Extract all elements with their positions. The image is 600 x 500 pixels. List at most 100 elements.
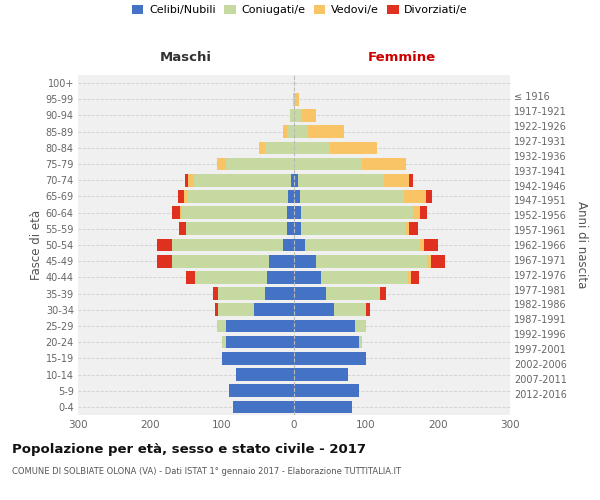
Text: Maschi: Maschi — [160, 52, 212, 64]
Bar — [226, 158, 294, 170]
Bar — [157, 255, 172, 268]
Bar — [283, 238, 294, 252]
Bar — [188, 174, 194, 186]
Y-axis label: Anni di nascita: Anni di nascita — [575, 202, 589, 288]
Bar — [295, 93, 299, 106]
Bar — [179, 222, 186, 235]
Bar — [259, 142, 265, 154]
Bar — [178, 190, 184, 202]
Bar — [290, 109, 294, 122]
Bar — [431, 255, 445, 268]
Bar — [186, 222, 287, 235]
Bar — [172, 206, 180, 219]
Bar — [413, 206, 420, 219]
Bar — [217, 158, 226, 170]
Bar — [218, 288, 265, 300]
Bar — [409, 174, 413, 186]
Bar — [288, 190, 294, 202]
Bar — [294, 271, 322, 283]
Bar — [269, 255, 294, 268]
Bar — [185, 174, 188, 186]
Bar — [294, 109, 301, 122]
Bar — [294, 190, 300, 202]
Bar — [287, 206, 294, 219]
Bar — [294, 400, 352, 413]
Bar — [218, 304, 254, 316]
Bar — [366, 304, 370, 316]
Text: COMUNE DI SOLBIATE OLONA (VA) - Dati ISTAT 1° gennaio 2017 - Elaborazione TUTTIT: COMUNE DI SOLBIATE OLONA (VA) - Dati IST… — [12, 468, 401, 476]
Bar — [294, 158, 362, 170]
Bar — [212, 288, 218, 300]
Bar — [424, 238, 438, 252]
Bar — [301, 109, 316, 122]
Bar — [294, 288, 326, 300]
Bar — [420, 206, 427, 219]
Bar — [294, 352, 366, 364]
Bar — [222, 336, 226, 348]
Bar — [294, 174, 298, 186]
Bar — [294, 93, 295, 106]
Bar — [412, 271, 419, 283]
Bar — [322, 271, 408, 283]
Bar — [294, 255, 316, 268]
Bar — [316, 255, 427, 268]
Bar — [287, 126, 294, 138]
Bar — [409, 222, 418, 235]
Bar — [294, 336, 359, 348]
Bar — [301, 222, 406, 235]
Bar — [334, 304, 366, 316]
Bar — [301, 206, 413, 219]
Bar — [157, 238, 172, 252]
Bar — [300, 190, 404, 202]
Bar — [266, 271, 294, 283]
Bar — [254, 304, 294, 316]
Bar — [294, 368, 348, 381]
Bar — [404, 190, 426, 202]
Bar — [298, 174, 384, 186]
Bar — [184, 190, 187, 202]
Bar — [229, 384, 294, 397]
Bar — [406, 222, 409, 235]
Bar — [291, 174, 294, 186]
Bar — [236, 368, 294, 381]
Bar — [308, 126, 344, 138]
Bar — [427, 255, 431, 268]
Bar — [426, 190, 431, 202]
Bar — [172, 255, 269, 268]
Bar — [215, 304, 218, 316]
Text: Femmine: Femmine — [368, 52, 436, 64]
Bar — [359, 336, 362, 348]
Text: Popolazione per età, sesso e stato civile - 2017: Popolazione per età, sesso e stato civil… — [12, 442, 366, 456]
Bar — [293, 93, 294, 106]
Bar — [186, 271, 194, 283]
Bar — [294, 206, 301, 219]
Bar — [362, 158, 406, 170]
Bar — [420, 238, 424, 252]
Bar — [265, 142, 294, 154]
Y-axis label: Fasce di età: Fasce di età — [29, 210, 43, 280]
Bar — [226, 336, 294, 348]
Bar — [294, 142, 330, 154]
Bar — [265, 288, 294, 300]
Bar — [226, 320, 294, 332]
Bar — [294, 222, 301, 235]
Bar — [294, 320, 355, 332]
Bar — [287, 222, 294, 235]
Bar — [294, 384, 359, 397]
Bar — [172, 238, 283, 252]
Bar — [380, 288, 386, 300]
Bar — [194, 271, 266, 283]
Bar — [294, 238, 305, 252]
Bar — [355, 320, 366, 332]
Bar — [384, 174, 409, 186]
Bar — [294, 304, 334, 316]
Bar — [182, 206, 287, 219]
Bar — [294, 126, 308, 138]
Bar — [330, 142, 377, 154]
Bar — [217, 320, 226, 332]
Bar — [187, 190, 288, 202]
Bar — [326, 288, 380, 300]
Bar — [180, 206, 182, 219]
Bar — [283, 126, 287, 138]
Bar — [222, 352, 294, 364]
